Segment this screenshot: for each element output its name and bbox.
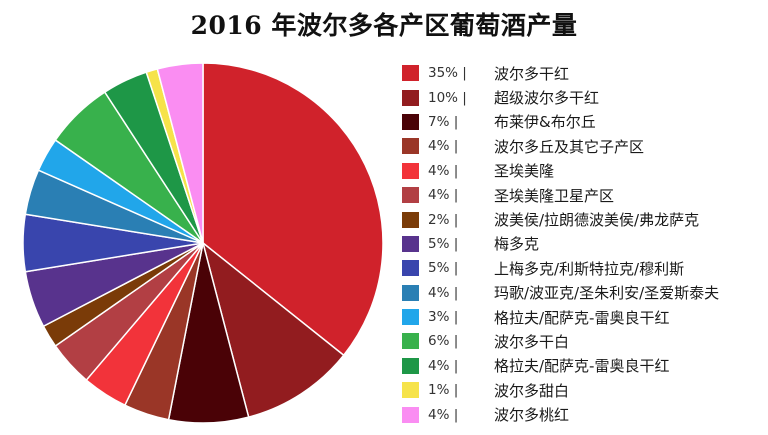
legend-label: 布莱伊&布尔丘 (494, 113, 596, 132)
legend-swatch (402, 309, 419, 326)
legend-label: 波尔多桃红 (494, 406, 570, 425)
pie-slice-2 (201, 241, 345, 419)
pie-slice-1 (202, 62, 384, 357)
legend-percent: 4% | (428, 406, 459, 423)
legend-percent: 6% | (428, 333, 459, 350)
legend-item: 5% | 上梅多克/利斯特拉克/穆利斯 (398, 256, 766, 280)
legend-percent: 3% | (428, 309, 459, 326)
legend-percent: 10% | (428, 89, 467, 106)
legend-percent: 4% | (428, 284, 459, 301)
legend-item: 6% | 波尔多干白 (398, 329, 766, 353)
legend-percent: 5% | (428, 235, 459, 252)
legend-label: 格拉夫/配萨克-雷奥良干红 (494, 357, 670, 376)
legend-item: 4% | 圣埃美隆 (398, 159, 766, 183)
legend-label: 波美侯/拉朗德波美侯/弗龙萨克 (494, 211, 700, 230)
legend-item: 3% | 格拉夫/配萨克-雷奥良干红 (398, 305, 766, 329)
legend-label: 波尔多丘及其它子产区 (494, 137, 645, 156)
legend-swatch (402, 382, 419, 399)
legend-item: 4% | 玛歌/波亚克/圣朱利安/圣爱斯泰夫 (398, 281, 766, 305)
legend-percent: 2% | (428, 211, 459, 228)
legend-swatch (402, 284, 419, 301)
legend-swatch (402, 235, 419, 252)
legend-label: 玛歌/波亚克/圣朱利安/圣爱斯泰夫 (494, 284, 720, 303)
legend-swatch (402, 187, 419, 204)
legend-item: 10% | 超级波尔多干红 (398, 85, 766, 109)
legend-label: 波尔多甜白 (494, 381, 570, 400)
legend: 35% | 波尔多干红 10% | 超级波尔多干红 7% | 布莱伊&布尔丘 4% | 波尔多… (398, 61, 766, 427)
legend-swatch (402, 113, 419, 130)
legend-percent: 4% | (428, 357, 459, 374)
legend-percent: 5% | (428, 260, 459, 277)
legend-percent: 4% | (428, 162, 459, 179)
legend-label: 圣埃美隆卫星产区 (494, 186, 615, 205)
legend-swatch (402, 260, 419, 277)
legend-label: 梅多克 (494, 235, 540, 254)
legend-swatch (402, 406, 419, 423)
chart-title: 2016 年波尔多各产区葡萄酒产量 (190, 11, 578, 40)
legend-item: 4% | 波尔多桃红 (398, 402, 766, 426)
legend-swatch (402, 357, 419, 374)
legend-swatch (402, 162, 419, 179)
legend-swatch (402, 333, 419, 350)
legend-percent: 1% | (428, 382, 459, 399)
pie-slice-15 (156, 62, 204, 244)
legend-item: 4% | 圣埃美隆卫星产区 (398, 183, 766, 207)
legend-label: 波尔多干红 (494, 64, 570, 83)
legend-percent: 35% | (428, 65, 467, 82)
legend-swatch (402, 138, 419, 155)
legend-item: 2% | 波美侯/拉朗德波美侯/弗龙萨克 (398, 207, 766, 231)
pie-chart (22, 62, 384, 424)
legend-label: 超级波尔多干红 (494, 89, 600, 108)
legend-label: 圣埃美隆 (494, 162, 555, 181)
legend-label: 格拉夫/配萨克-雷奥良干红 (494, 308, 670, 327)
legend-item: 7% | 布莱伊&布尔丘 (398, 110, 766, 134)
legend-swatch (402, 89, 419, 106)
legend-swatch (402, 65, 419, 82)
legend-item: 4% | 波尔多丘及其它子产区 (398, 134, 766, 158)
legend-swatch (402, 211, 419, 228)
legend-label: 上梅多克/利斯特拉克/穆利斯 (494, 259, 685, 278)
legend-percent: 4% | (428, 138, 459, 155)
legend-item: 4% | 格拉夫/配萨克-雷奥良干红 (398, 354, 766, 378)
legend-item: 1% | 波尔多甜白 (398, 378, 766, 402)
legend-item: 5% | 梅多克 (398, 232, 766, 256)
legend-item: 35% | 波尔多干红 (398, 61, 766, 85)
legend-label: 波尔多干白 (494, 332, 570, 351)
legend-percent: 7% | (428, 113, 459, 130)
legend-percent: 4% | (428, 187, 459, 204)
